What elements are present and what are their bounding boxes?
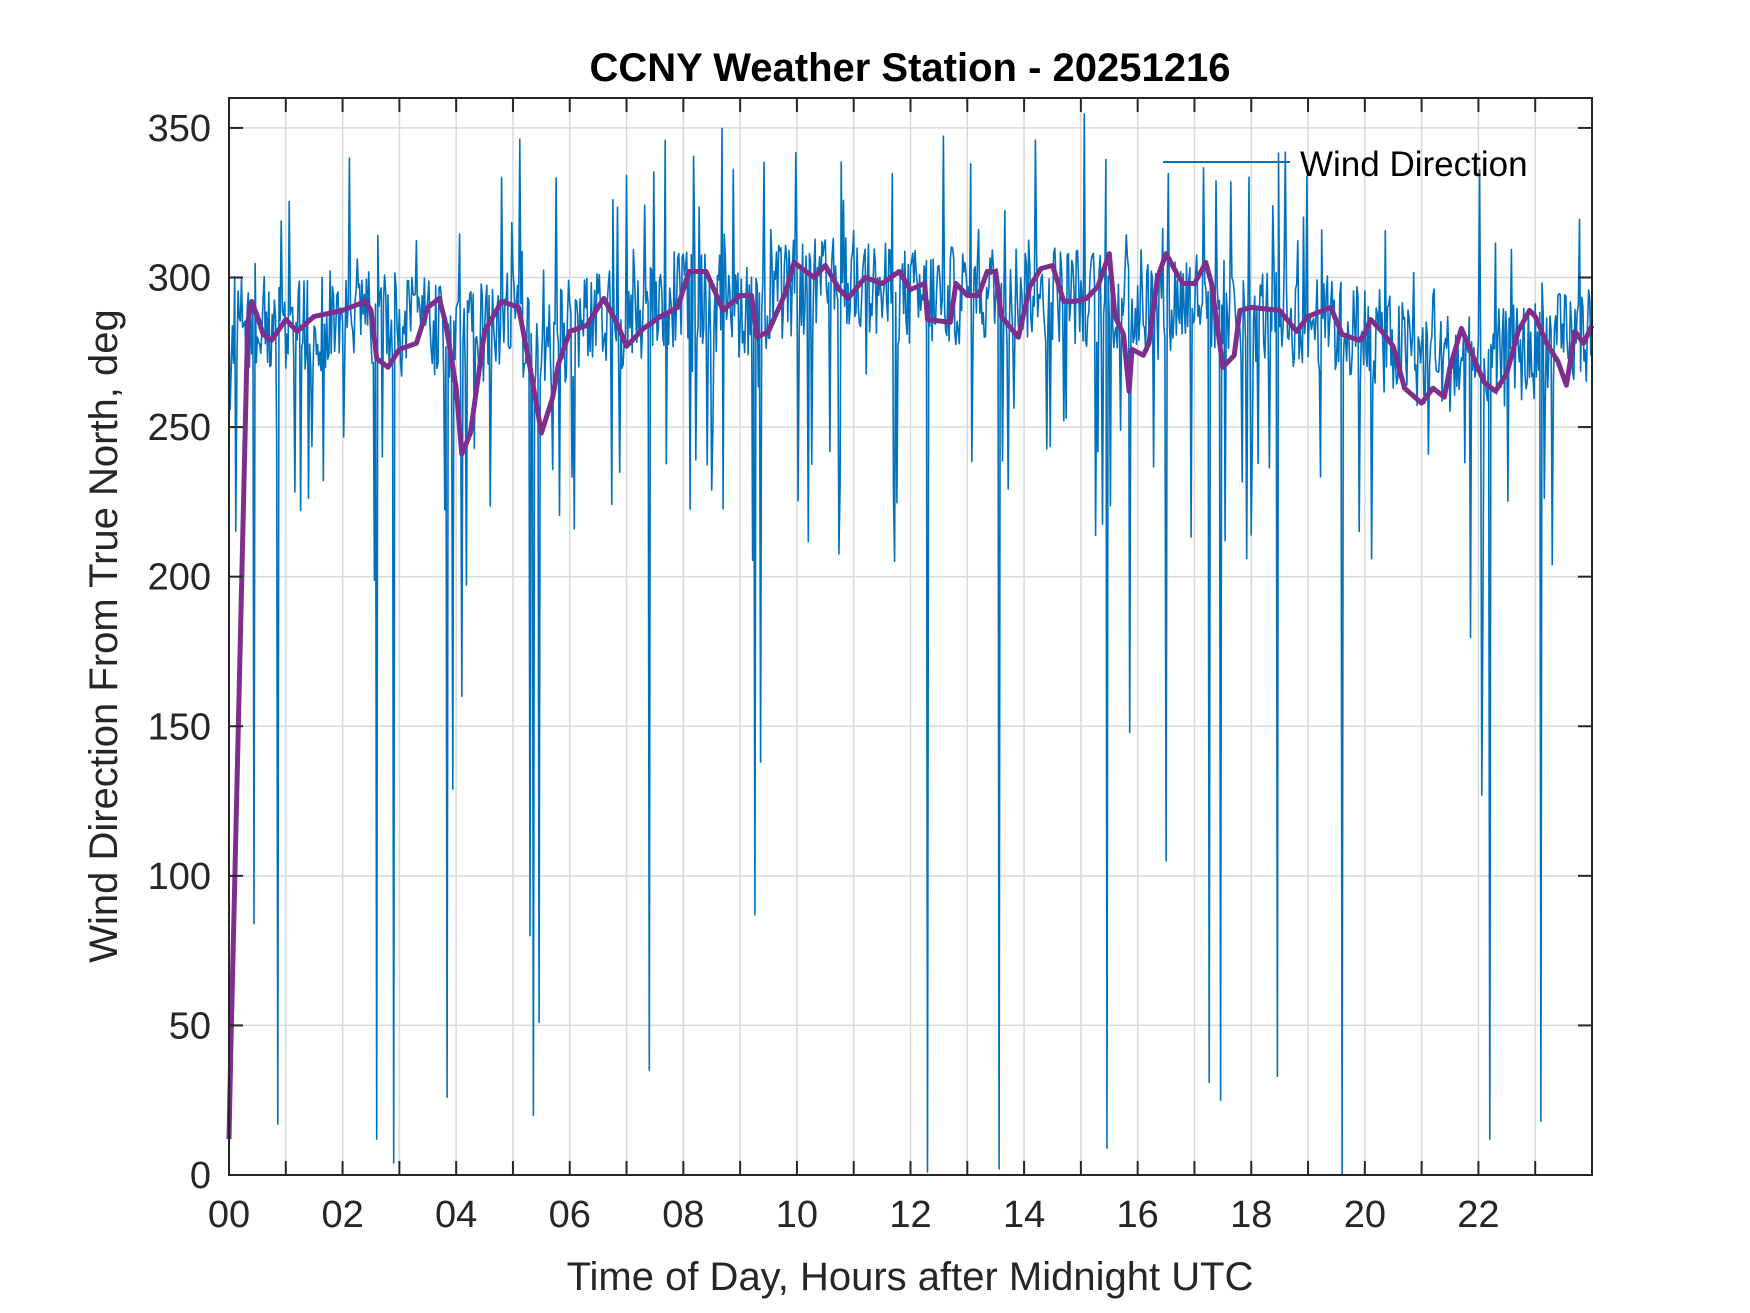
y-tick-label: 300 xyxy=(148,258,211,300)
x-axis-label: Time of Day, Hours after Midnight UTC xyxy=(567,1255,1254,1299)
y-tick-label: 150 xyxy=(148,706,211,748)
x-tick-label: 14 xyxy=(1003,1194,1045,1236)
x-tick-label: 08 xyxy=(662,1194,704,1236)
y-tick-label: 100 xyxy=(148,856,211,898)
y-axis-label: Wind Direction From True North, deg xyxy=(82,309,126,963)
x-tick-label: 22 xyxy=(1457,1194,1499,1236)
legend-label-wind-direction: Wind Direction xyxy=(1300,145,1528,184)
axis-ticks: 00 02 04 06 08 10 12 14 16 18 20 22 0 50 100 150 200 250 3… xyxy=(148,98,1592,1236)
y-tick-label: 350 xyxy=(148,108,211,150)
x-tick-label: 20 xyxy=(1344,1194,1386,1236)
x-tick-label: 18 xyxy=(1230,1194,1272,1236)
series-line-moving-average xyxy=(226,251,1595,1140)
y-tick-label: 200 xyxy=(148,557,211,599)
x-tick-label: 10 xyxy=(776,1194,818,1236)
y-tick-label: 0 xyxy=(190,1155,211,1197)
x-tick-label: 04 xyxy=(435,1194,477,1236)
legend: Wind Direction xyxy=(1163,145,1528,184)
x-tick-label: 06 xyxy=(549,1194,591,1236)
x-tick-label: 16 xyxy=(1117,1194,1159,1236)
chart-title: CCNY Weather Station - 20251216 xyxy=(590,46,1231,90)
series-layer xyxy=(226,113,1595,1176)
y-tick-label: 250 xyxy=(148,407,211,449)
x-tick-label: 02 xyxy=(321,1194,363,1236)
y-tick-label: 50 xyxy=(169,1005,211,1047)
x-tick-label: 00 xyxy=(208,1194,250,1236)
x-tick-label: 12 xyxy=(889,1194,931,1236)
series-line-wind-direction xyxy=(228,113,1593,1176)
